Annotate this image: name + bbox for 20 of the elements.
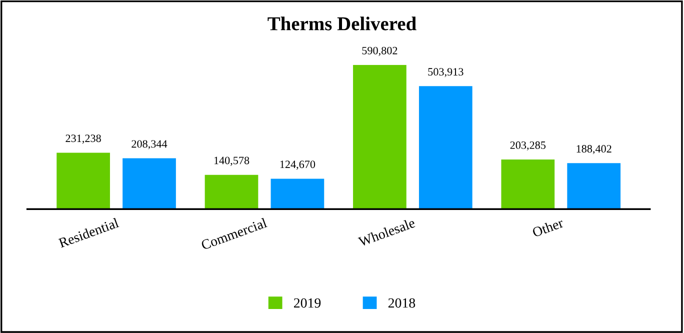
data-label: 231,238: [66, 134, 101, 144]
chart-title: Therms Delivered: [268, 16, 416, 30]
bar: [353, 64, 406, 210]
data-label: 140,578: [214, 156, 250, 166]
data-label: 590,802: [362, 46, 398, 56]
data-label: 203,285: [510, 141, 546, 151]
x-tick-label: Other: [532, 218, 564, 238]
bar: [418, 86, 472, 210]
bar: [501, 160, 555, 210]
legend-label: 2018: [388, 298, 416, 308]
data-label: 503,913: [428, 68, 464, 78]
data-label: 208,344: [132, 140, 168, 150]
bar: [122, 158, 176, 210]
bar: [567, 163, 621, 210]
bar: [270, 178, 324, 210]
data-label: 188,402: [576, 145, 612, 154]
legend-label: 2019: [294, 298, 321, 308]
bar: [204, 174, 258, 210]
data-label: 124,670: [280, 160, 316, 170]
bar: [56, 152, 110, 210]
